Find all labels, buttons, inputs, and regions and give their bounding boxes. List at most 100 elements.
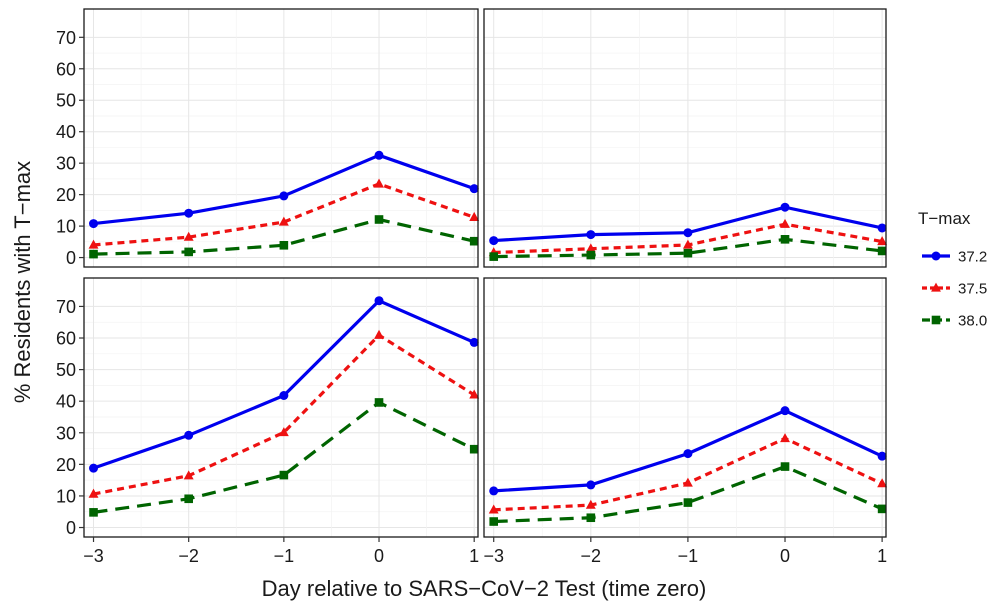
series-line-37.5 [93,333,476,496]
legend-label: 38.0 [958,313,987,330]
x-tick-label: 0 [780,546,790,566]
data-point-37.5 [780,433,790,443]
panel-background [484,278,886,537]
data-point-38.0 [877,246,887,256]
legend-title: T−max [918,209,971,228]
x-tick-label: −1 [678,546,699,566]
panel-border [483,277,887,538]
data-point-37.2 [780,406,790,416]
x-tick-label: 1 [877,546,887,566]
y-tick-label: 0 [66,248,76,268]
x-tick-label: 0 [374,546,384,566]
y-tick-label: 40 [56,122,76,142]
data-point-37.2 [374,296,384,306]
panel-background [84,278,478,537]
y-tick-label: 10 [56,486,76,506]
panel [83,277,480,538]
legend: T−max 37.2 37.5 38.0 [918,209,987,330]
data-point-38.0 [184,494,193,504]
data-point-37.2 [877,223,887,233]
data-point-37.5 [278,216,289,226]
x-tick-label: −3 [83,546,104,566]
y-axis: 0 10 20 30 40 50 60 70 0 10 20 30 40 50 60 70 [56,28,84,538]
data-point-37.5 [374,329,384,339]
data-point-38.0 [374,215,384,224]
data-point-38.0 [184,247,193,257]
data-point-38.0 [469,236,479,246]
series-line-38.0 [493,464,883,524]
data-point-37.2 [780,202,790,212]
series-line-37.5 [93,182,475,247]
data-point-38.0 [279,240,289,250]
data-point-37.5 [88,239,99,249]
legend-key-marker [931,282,941,292]
y-tick-label: 60 [56,59,76,79]
legend-label: 37.5 [958,281,987,298]
y-tick-label: 30 [56,154,76,174]
data-point-37.2 [184,430,194,440]
data-point-37.2 [469,184,479,194]
data-point-37.5 [183,231,194,241]
x-axis-label: Day relative to SARS−CoV−2 Test (time ze… [262,576,707,601]
data-point-37.2 [586,480,596,490]
data-point-37.2 [374,150,384,160]
data-point-38.0 [469,444,479,454]
x-tick-label: 1 [469,546,479,566]
legend-label: 37.2 [958,249,987,266]
data-point-37.5 [469,389,480,399]
data-point-37.2 [89,463,99,473]
y-tick-label: 50 [56,91,76,111]
data-point-38.0 [586,250,596,260]
data-point-37.2 [683,228,693,238]
data-point-38.0 [683,248,693,258]
data-point-37.5 [488,504,499,514]
legend-key-marker [931,251,941,261]
data-point-37.2 [184,208,194,218]
data-point-37.5 [183,470,194,480]
data-point-37.5 [877,478,888,488]
x-tick-label: −3 [483,546,504,566]
data-point-38.0 [89,249,98,259]
panel-border [83,8,479,268]
data-point-37.2 [586,230,596,240]
data-point-38.0 [877,504,887,514]
data-point-37.2 [489,236,499,246]
y-axis-label: % Residents with T−max [10,161,35,403]
data-point-38.0 [89,508,98,517]
y-tick-label: 10 [56,217,76,237]
data-point-38.0 [780,462,790,471]
panel-border [483,8,887,268]
data-point-37.2 [279,390,289,400]
data-point-38.0 [489,517,499,526]
data-point-37.5 [469,211,480,221]
data-point-38.0 [489,252,499,261]
x-tick-label: −2 [178,546,199,566]
panel [483,8,888,268]
panel [483,277,888,538]
data-point-38.0 [683,498,693,507]
y-tick-label: 70 [56,28,76,48]
data-point-37.2 [683,449,693,459]
y-tick-label: 20 [56,185,76,205]
data-point-37.5 [88,488,99,498]
panel-background [484,9,886,267]
series-line-38.0 [93,217,475,256]
y-tick-label: 50 [56,360,76,380]
data-point-38.0 [586,513,596,523]
panel-border [83,277,479,538]
data-point-37.5 [780,218,790,228]
legend-key-marker [931,315,941,325]
y-tick-label: 20 [56,455,76,475]
y-tick-label: 30 [56,423,76,443]
data-point-38.0 [374,398,384,407]
data-point-37.2 [489,486,499,496]
x-axis: −3 −2 −1 0 1 −3 −2 −1 0 1 [83,537,887,566]
data-point-37.5 [585,499,596,509]
data-point-37.5 [682,239,693,249]
data-point-37.2 [469,337,479,347]
y-tick-label: 70 [56,297,76,317]
data-point-37.5 [585,243,596,253]
x-tick-label: −1 [274,546,295,566]
data-point-37.2 [877,451,887,461]
